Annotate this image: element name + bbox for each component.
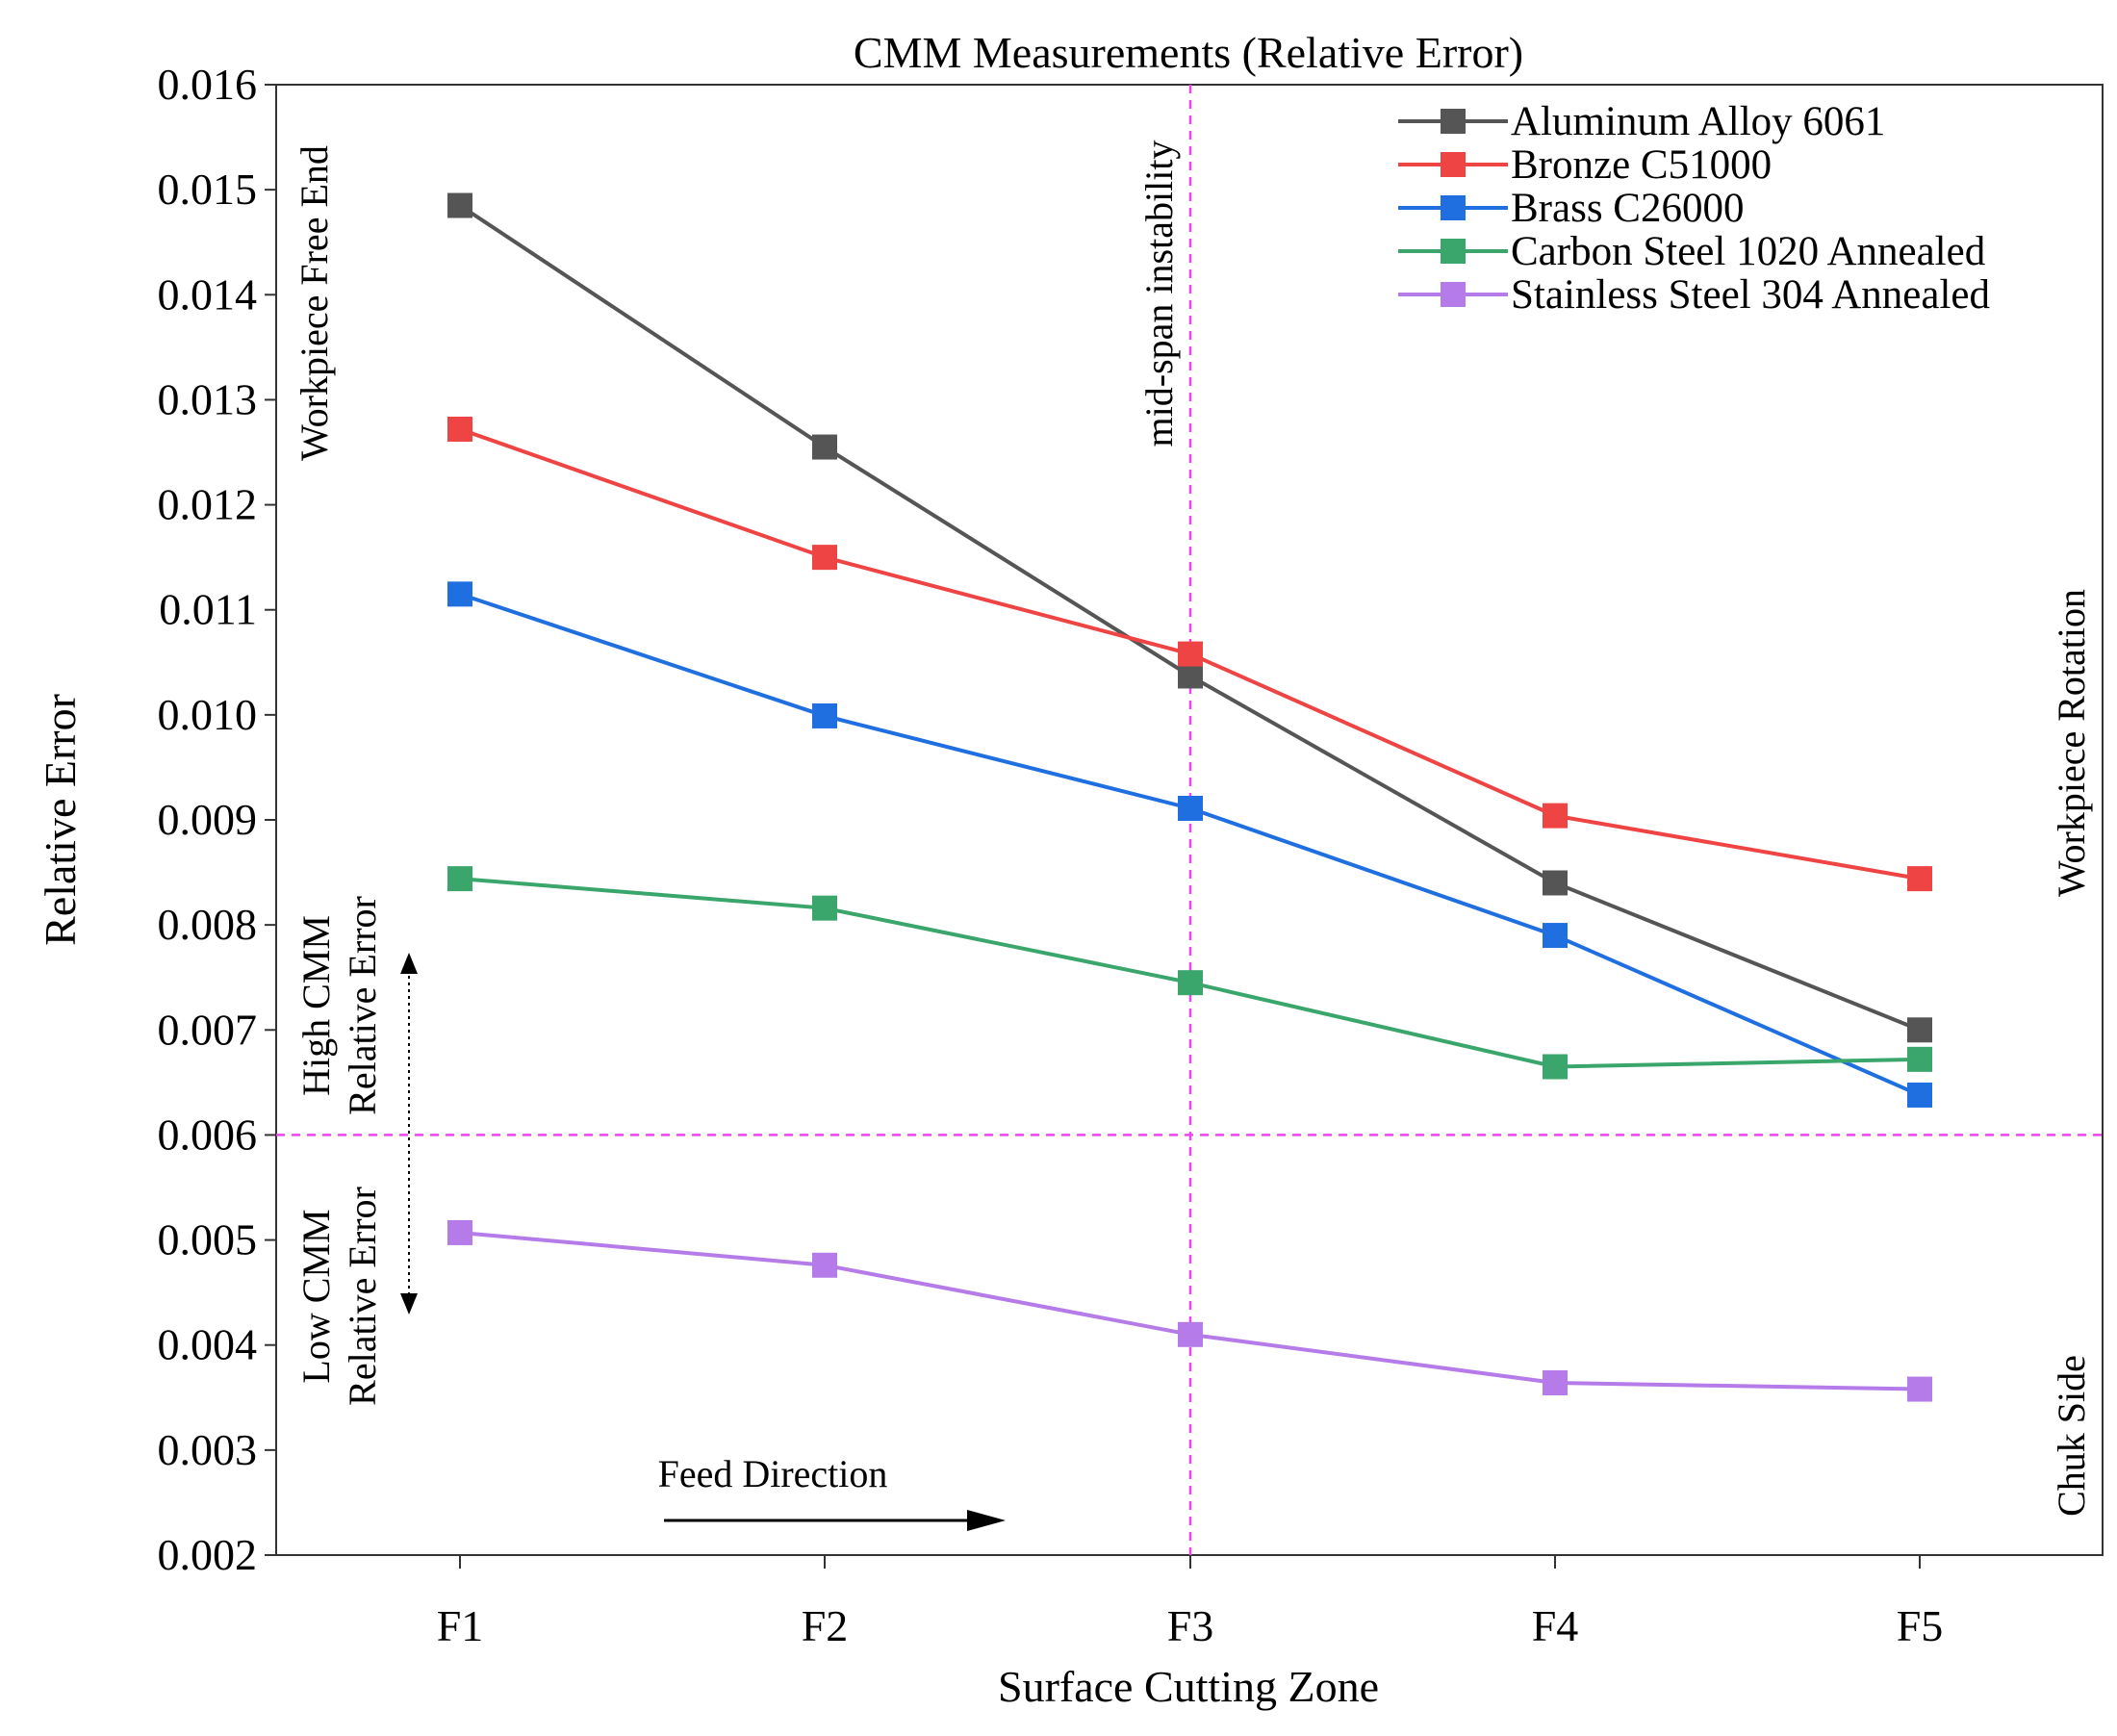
legend-label: Bronze C51000 bbox=[1511, 142, 1772, 188]
x-tick-label: F2 bbox=[802, 1601, 849, 1650]
annotation-feed: Feed Direction bbox=[658, 1452, 888, 1495]
data-point bbox=[447, 416, 472, 442]
y-tick-label: 0.005 bbox=[158, 1215, 258, 1264]
data-point bbox=[812, 434, 837, 460]
series-1 bbox=[447, 416, 1932, 892]
legend-marker bbox=[1441, 195, 1466, 220]
y-tick-label: 0.003 bbox=[158, 1425, 258, 1474]
data-point bbox=[1543, 803, 1568, 829]
series-layer bbox=[447, 192, 1932, 1402]
chart-title: CMM Measurements (Relative Error) bbox=[854, 28, 1523, 77]
y-tick-label: 0.016 bbox=[158, 60, 258, 109]
data-point bbox=[447, 866, 472, 892]
data-point bbox=[1178, 970, 1203, 996]
annotation-chuck-side: Chuk Side bbox=[2050, 1355, 2093, 1517]
x-tick-label: F3 bbox=[1167, 1601, 1214, 1650]
feed-direction-arrow-head bbox=[967, 1510, 1006, 1531]
x-axis-label: Surface Cutting Zone bbox=[998, 1662, 1379, 1711]
annotation-low-line1: Low CMM bbox=[294, 1209, 338, 1383]
data-point bbox=[1543, 923, 1568, 949]
annotation-high-line2: Relative Error bbox=[341, 896, 384, 1115]
annotation-rotation: Workpiece Rotation bbox=[2050, 589, 2093, 897]
x-tick-label: F1 bbox=[437, 1601, 484, 1650]
y-tick-label: 0.002 bbox=[158, 1530, 258, 1579]
data-point bbox=[1907, 866, 1932, 892]
data-point bbox=[447, 1219, 472, 1245]
series-3 bbox=[447, 866, 1932, 1080]
annotation-mid-span: mid-span instability bbox=[1137, 140, 1181, 447]
x-tick-label: F5 bbox=[1897, 1601, 1944, 1650]
data-point bbox=[1178, 795, 1203, 821]
y-tick-label: 0.010 bbox=[158, 690, 258, 739]
annotation-high-line1: High CMM bbox=[294, 915, 338, 1096]
data-point bbox=[1907, 1017, 1932, 1043]
y-tick-label: 0.008 bbox=[158, 900, 258, 949]
y-tick-label: 0.004 bbox=[158, 1320, 258, 1369]
y-tick-label: 0.012 bbox=[158, 480, 258, 529]
data-point bbox=[447, 192, 472, 218]
data-point bbox=[1178, 1321, 1203, 1347]
y-tick-label: 0.014 bbox=[158, 269, 258, 319]
data-point bbox=[1178, 663, 1203, 689]
series-2 bbox=[447, 581, 1932, 1108]
x-tick-label: F4 bbox=[1532, 1601, 1579, 1650]
data-point bbox=[1907, 1046, 1932, 1072]
x-axis: F1 F2 F3 F4 F5 bbox=[437, 1555, 1944, 1650]
legend-marker bbox=[1441, 152, 1466, 177]
data-point bbox=[1543, 1370, 1568, 1396]
annotation-low-line2: Relative Error bbox=[341, 1187, 384, 1406]
annotation-free-end: Workpiece Free End bbox=[293, 145, 336, 461]
data-point bbox=[812, 702, 837, 728]
data-point bbox=[447, 581, 472, 607]
legend-marker bbox=[1441, 239, 1466, 264]
high-low-arrow-down-head bbox=[400, 1293, 418, 1315]
data-point bbox=[812, 545, 837, 571]
data-point bbox=[1543, 870, 1568, 896]
legend-label: Carbon Steel 1020 Annealed bbox=[1511, 229, 1985, 274]
y-tick-label: 0.006 bbox=[158, 1110, 258, 1159]
series-0 bbox=[447, 192, 1932, 1043]
y-tick-label: 0.007 bbox=[158, 1005, 258, 1054]
data-point bbox=[812, 1252, 837, 1278]
data-point bbox=[1907, 1082, 1932, 1108]
data-point bbox=[1907, 1376, 1932, 1402]
data-point bbox=[1543, 1054, 1568, 1080]
legend-label: Brass C26000 bbox=[1511, 186, 1744, 231]
legend-marker bbox=[1441, 282, 1466, 307]
y-axis: 0.002 0.003 0.004 0.005 0.006 0.007 0.008 0.009… bbox=[158, 60, 276, 1579]
legend-marker bbox=[1441, 109, 1466, 134]
y-tick-label: 0.013 bbox=[158, 374, 258, 423]
y-tick-label: 0.015 bbox=[158, 165, 258, 214]
y-tick-label: 0.009 bbox=[158, 795, 258, 844]
high-low-arrow-up-head bbox=[400, 953, 418, 974]
y-tick-label: 0.011 bbox=[159, 585, 257, 634]
legend-label: Stainless Steel 304 Annealed bbox=[1511, 272, 1990, 318]
series-4 bbox=[447, 1219, 1932, 1402]
legend-label: Aluminum Alloy 6061 bbox=[1511, 99, 1885, 144]
data-point bbox=[812, 895, 837, 921]
y-axis-label: Relative Error bbox=[36, 694, 85, 946]
data-point bbox=[1178, 641, 1203, 667]
